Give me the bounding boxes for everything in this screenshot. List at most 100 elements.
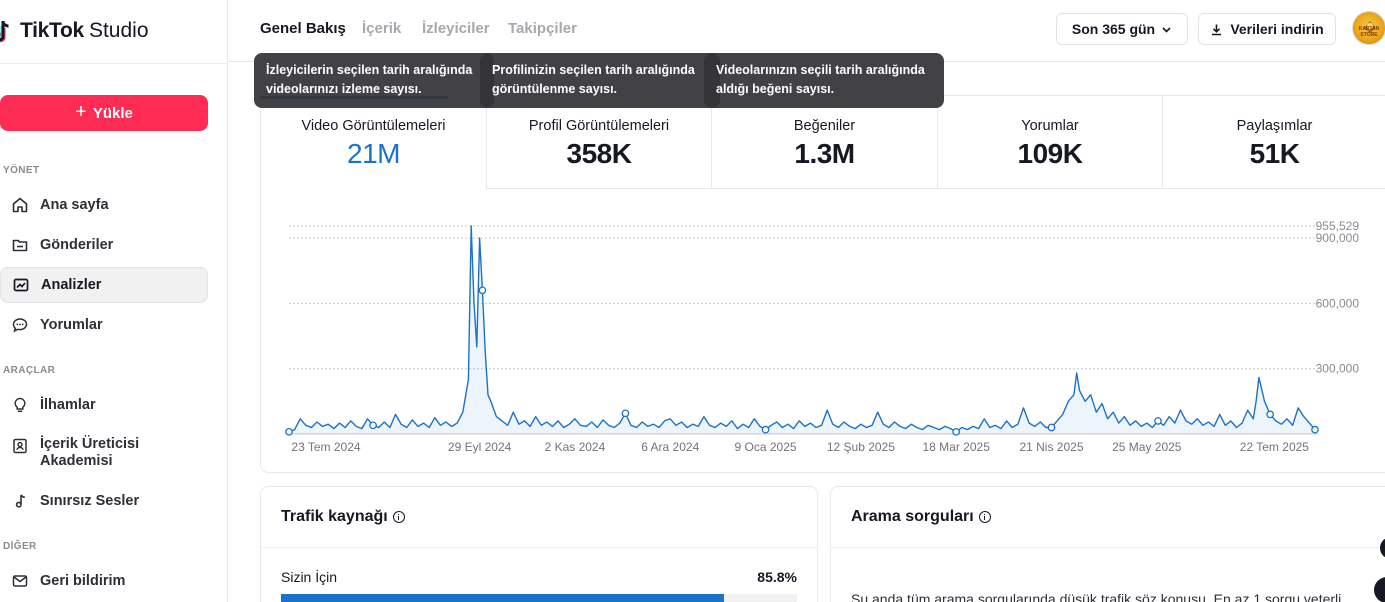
data-point-marker[interactable]: [478, 286, 487, 295]
tooltip-line: videolarınızı izleme sayısı.: [266, 82, 422, 96]
metric-label: Paylaşımlar: [1236, 118, 1313, 134]
info-icon[interactable]: [392, 511, 405, 523]
tab-followers[interactable]: Takipçiler: [508, 20, 577, 37]
traffic-source-card: Trafik kaynağı Sizin İçin 85.8%: [260, 486, 818, 602]
card-divider: [261, 547, 817, 548]
sidebar-item-label: Analizler: [41, 277, 102, 293]
upload-button-label: Yükle: [92, 104, 133, 122]
academy-icon: [10, 436, 30, 456]
data-point-marker[interactable]: [952, 427, 961, 436]
tiktok-logo-icon: [0, 20, 9, 43]
sidebar-item-feedback[interactable]: Geri bildirim: [0, 563, 208, 599]
sidebar: TikTok Studio + Yükle YÖNET Ana sayfa Gö…: [0, 0, 228, 602]
data-point-marker[interactable]: [1154, 417, 1162, 425]
metric-video-views[interactable]: Video Görüntülemeleri 21M: [261, 96, 487, 189]
tooltip-line: İzleyicilerin seçilen tarih aralığında: [266, 63, 473, 77]
sidebar-item-label: Sınırsız Sesler: [40, 493, 140, 509]
section-label-other: DİĞER: [3, 541, 37, 552]
traffic-row-value: 85.8%: [757, 569, 797, 585]
traffic-row-label: Sizin İçin: [281, 569, 338, 585]
data-point-marker[interactable]: [621, 409, 630, 418]
x-tick-label: 29 Eyl 2024: [448, 440, 512, 454]
floating-action-button[interactable]: [1380, 537, 1385, 559]
sidebar-item-analytics[interactable]: Analizler: [0, 267, 208, 303]
tooltip-line: görüntülenme sayısı.: [492, 82, 618, 96]
music-note-icon: [10, 491, 30, 511]
x-tick-label: 9 Oca 2025: [735, 440, 797, 454]
data-point-marker[interactable]: [761, 425, 770, 434]
tab-overview[interactable]: Genel Bakış: [260, 20, 346, 37]
metric-value: 109K: [1017, 138, 1083, 169]
folder-icon: [10, 235, 30, 255]
card-title-text: Trafik kaynağı: [281, 508, 388, 525]
home-icon: [10, 195, 30, 215]
metric-profile-views[interactable]: Profil Görüntülemeleri 358K: [487, 96, 712, 189]
sidebar-item-comments[interactable]: Yorumlar: [0, 307, 208, 343]
chevron-down-icon: [1162, 26, 1171, 33]
floating-chat-button[interactable]: [1374, 577, 1385, 602]
metric-value: 51K: [1249, 138, 1300, 169]
search-queries-message: Şu anda tüm arama sorgularında düşük tra…: [851, 591, 1342, 602]
date-range-dropdown[interactable]: Son 365 gün: [1056, 13, 1188, 45]
y-tick-label: 900,000: [1316, 231, 1360, 245]
date-range-label: Son 365 gün: [1071, 21, 1156, 37]
sidebar-item-creator-academy[interactable]: İçerik Üreticisi Akademisi: [0, 432, 208, 476]
metric-label: Profil Görüntülemeleri: [528, 118, 670, 134]
x-tick-label: 6 Ara 2024: [641, 440, 699, 454]
metric-shares[interactable]: Paylaşımlar 51K: [1163, 96, 1385, 189]
top-header: Genel Bakış İçerik İzleyiciler Takipçile…: [228, 0, 1385, 62]
info-icon[interactable]: [978, 511, 991, 523]
metric-comments[interactable]: Yorumlar 109K: [938, 96, 1163, 189]
sidebar-item-home[interactable]: Ana sayfa: [0, 187, 208, 223]
mail-icon: [10, 571, 30, 591]
series-area: [289, 226, 1315, 434]
sidebar-item-label: Yorumlar: [40, 317, 103, 333]
metric-likes[interactable]: Beğeniler 1.3M: [712, 96, 938, 189]
tooltip-profile-views: Profilinizin seçilen tarih aralığında gö…: [480, 53, 720, 108]
sidebar-divider: [0, 63, 228, 64]
data-point-marker[interactable]: [1311, 425, 1319, 434]
section-label-tools: ARAÇLAR: [3, 365, 56, 376]
avatar[interactable]: KAPTAN STORE: [1352, 11, 1385, 45]
data-point-marker[interactable]: [1047, 423, 1056, 432]
y-tick-label: 600,000: [1316, 296, 1360, 310]
sidebar-item-label-wrap: İçerik Üreticisi Akademisi: [40, 436, 139, 470]
data-point-marker[interactable]: [369, 421, 377, 430]
analytics-icon: [11, 275, 31, 295]
download-icon: [1212, 24, 1222, 35]
lightbulb-icon: [10, 395, 30, 415]
metric-value: 21M: [347, 138, 400, 169]
traffic-source-title: Trafik kaynağı: [281, 508, 405, 526]
logo-text-studio: Studio: [88, 19, 149, 42]
tab-viewers[interactable]: İzleyiciler: [422, 20, 490, 37]
card-divider: [831, 547, 1385, 548]
section-label-manage: YÖNET: [3, 165, 40, 176]
data-point-marker[interactable]: [285, 427, 293, 436]
tooltip-line: Profilinizin seçilen tarih aralığında: [492, 63, 695, 77]
tiktok-studio-logo[interactable]: TikTok Studio: [0, 14, 149, 48]
y-tick-label: 955,529: [1316, 219, 1360, 233]
traffic-bar-fill: [281, 594, 724, 602]
sidebar-item-unlimited-sounds[interactable]: Sınırsız Sesler: [0, 483, 208, 519]
card-title-text: Arama sorguları: [851, 508, 974, 525]
y-tick-label: 300,000: [1316, 362, 1360, 376]
metric-label: Video Görüntülemeleri: [301, 118, 446, 134]
metric-label: Yorumlar: [1021, 118, 1079, 134]
metric-value: 358K: [566, 138, 632, 169]
traffic-row-for-you: Sizin İçin 85.8%: [281, 569, 797, 585]
tab-content[interactable]: İçerik: [362, 20, 402, 37]
download-data-button[interactable]: Verileri indirin: [1198, 13, 1336, 45]
sidebar-item-label: İlhamlar: [40, 397, 96, 413]
traffic-bar-track: [281, 594, 797, 602]
x-tick-label: 12 Şub 2025: [827, 440, 895, 454]
sidebar-item-label-line2: Akademisi: [40, 453, 113, 469]
upload-button[interactable]: + Yükle: [0, 95, 208, 131]
x-tick-label: 22 Tem 2025: [1240, 440, 1309, 454]
comment-icon: [10, 315, 30, 335]
sidebar-item-posts[interactable]: Gönderiler: [0, 227, 208, 263]
sidebar-item-inspirations[interactable]: İlhamlar: [0, 387, 208, 423]
data-point-marker[interactable]: [1266, 410, 1274, 419]
sidebar-item-label: Geri bildirim: [40, 573, 126, 589]
x-tick-label: 18 Mar 2025: [922, 440, 990, 454]
